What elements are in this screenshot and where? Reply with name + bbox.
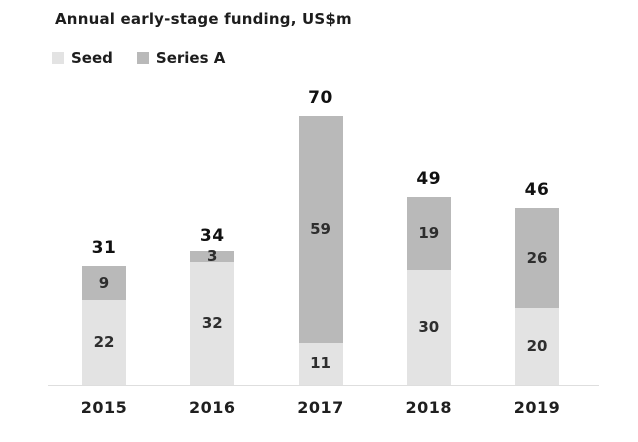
segment-value-label: 11 — [310, 354, 331, 373]
legend-item-seed: Seed — [52, 49, 113, 67]
legend-label-series-a: Series A — [155, 49, 226, 67]
legend: Seed Series A — [52, 49, 225, 67]
chart-title: Annual early-stage funding, US$m — [55, 10, 352, 28]
legend-swatch-seed — [52, 52, 64, 64]
bar-segment-series-a-2019: 26 — [515, 208, 559, 309]
segment-value-label: 32 — [201, 314, 223, 332]
segment-value-label: 26 — [526, 248, 548, 267]
legend-label-seed: Seed — [71, 49, 113, 67]
bar-segment-seed-2016: 32 — [190, 262, 235, 385]
total-value-label-2017: 70 — [308, 88, 333, 108]
bar-segment-seed-2019: 20 — [515, 308, 559, 385]
x-tick-label-2015: 2015 — [80, 398, 128, 417]
total-value-label-2019: 46 — [524, 180, 550, 201]
bar-segment-series-a-2018: 19 — [406, 196, 451, 270]
segment-value-label: 30 — [418, 317, 440, 336]
bar-segment-seed-2018: 30 — [406, 269, 451, 385]
segment-value-label: 20 — [526, 337, 548, 356]
x-axis-line — [48, 385, 599, 386]
legend-item-series-a: Series A — [136, 49, 226, 67]
x-tick-label-2018: 2018 — [405, 398, 453, 417]
bar-segment-series-a-2015: 9 — [82, 265, 126, 301]
segment-value-label: 22 — [93, 333, 115, 352]
total-value-label-2016: 34 — [199, 226, 225, 247]
segment-value-label: 19 — [418, 223, 440, 242]
bar-segment-series-a-2016: 3 — [190, 246, 235, 265]
total-value-label-2015: 31 — [91, 237, 117, 258]
total-value-label-2018: 49 — [416, 168, 442, 189]
segment-value-label: 59 — [310, 219, 331, 238]
bar-segment-seed-2017: 11 — [298, 342, 343, 385]
bar-segment-series-a-2017: 59 — [298, 116, 343, 343]
legend-swatch-series-a — [136, 52, 149, 64]
x-tick-label-2016: 2016 — [188, 398, 236, 417]
bar-segment-seed-2015: 22 — [82, 300, 126, 385]
segment-value-label: 3 — [207, 246, 218, 265]
x-tick-label-2019: 2019 — [513, 398, 561, 417]
segment-value-label: 9 — [98, 273, 110, 292]
x-tick-label-2017: 2017 — [297, 398, 344, 417]
